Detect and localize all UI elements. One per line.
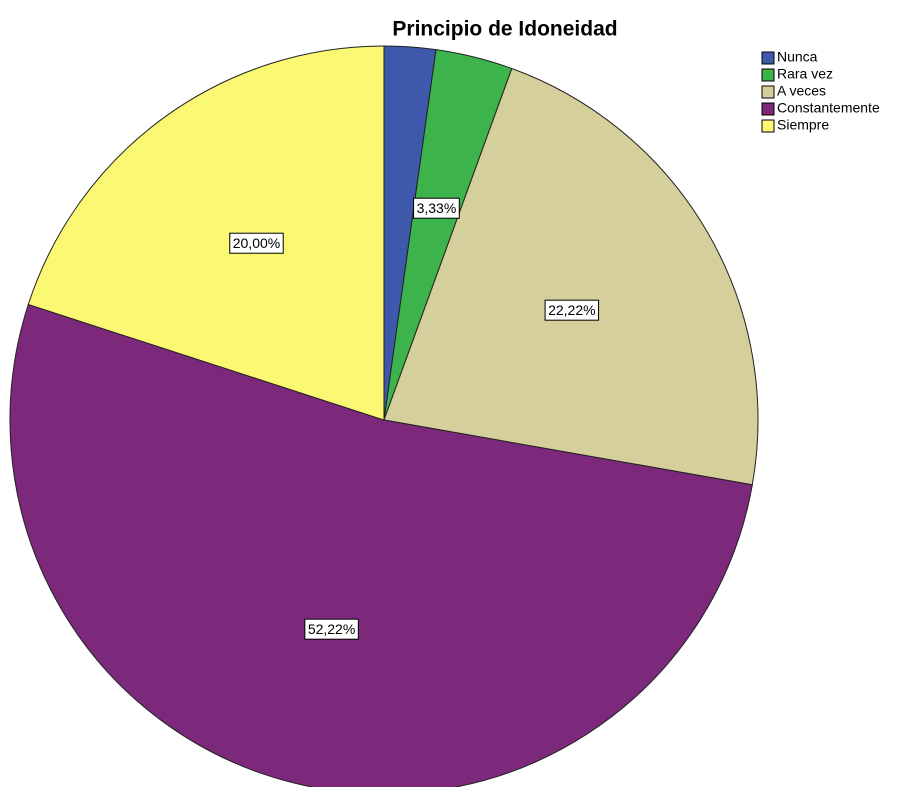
pie-slice <box>27 45 385 421</box>
label-box <box>544 299 600 321</box>
data-label: 3,33% <box>417 200 457 216</box>
legend-label: Siempre <box>777 117 829 133</box>
data-label: 52,22% <box>308 621 355 637</box>
legend-swatch <box>761 68 775 82</box>
label-box <box>304 618 359 640</box>
data-label: 22,22% <box>548 302 595 318</box>
legend-swatch <box>761 51 775 65</box>
legend-label: Nunca <box>777 49 818 65</box>
legend-label: A veces <box>777 83 826 99</box>
legend-label: Rara vez <box>777 66 833 82</box>
legend-swatch <box>761 85 775 99</box>
label-box <box>413 197 460 219</box>
pie-slice <box>9 303 753 787</box>
chart-title: Principio de Idoneidad <box>392 18 617 41</box>
pie-slice <box>383 67 759 486</box>
legend-swatch <box>761 102 775 116</box>
legend-label: Constantemente <box>777 100 880 116</box>
data-label: 20,00% <box>233 235 280 251</box>
label-box <box>229 232 284 254</box>
legend-swatch <box>761 119 775 133</box>
